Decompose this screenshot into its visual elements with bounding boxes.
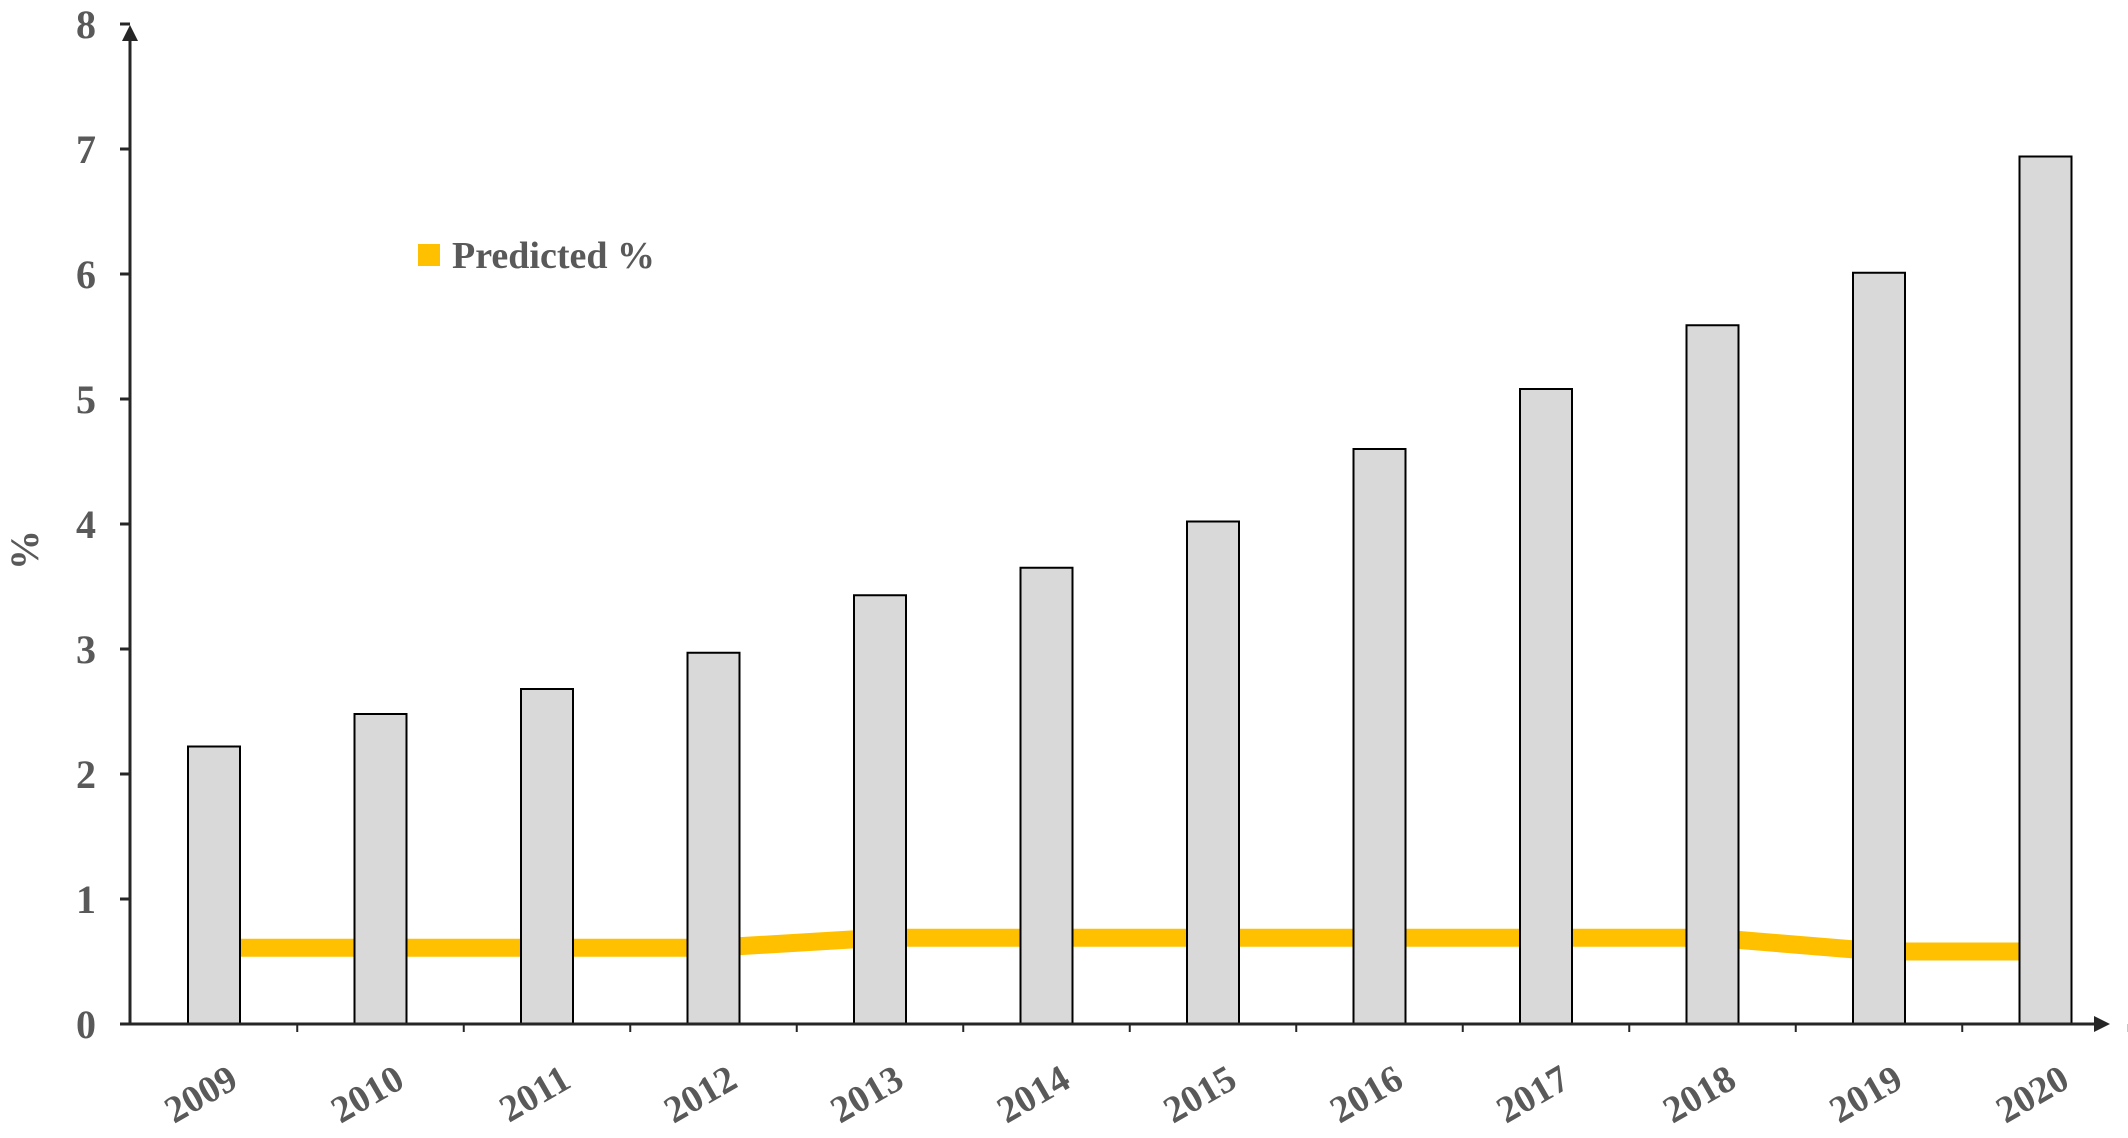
x-tick-label-2013: 2013 (824, 1057, 911, 1131)
bar-2016 (1352, 448, 1407, 1025)
legend: Predicted % (418, 235, 655, 277)
x-tick-label-2016: 2016 (1323, 1057, 1410, 1131)
y-axis-title: % (2, 530, 47, 570)
bar-2020 (2018, 155, 2073, 1025)
x-axis-arrow (2094, 1016, 2110, 1032)
legend-swatch-predicted (418, 244, 440, 266)
bar-group (187, 155, 2073, 1025)
x-tick-label-2010: 2010 (324, 1057, 411, 1131)
y-tick-label-5: 5 (76, 377, 96, 422)
bar-2012 (686, 651, 741, 1025)
predicted-line-group (188, 928, 2072, 961)
y-axis-arrow (122, 25, 138, 41)
y-tick-label-0: 0 (76, 1002, 96, 1047)
x-tick-labels: 2009 2010 2011 2012 2013 2014 2015 2016 2017 2018… (158, 1024, 2128, 1132)
bar-2011 (520, 688, 574, 1025)
x-tick-label-2009: 2009 (158, 1057, 245, 1131)
bar-2017 (1519, 388, 1573, 1025)
legend-label-predicted: Predicted % (452, 235, 655, 277)
bar-2019 (1852, 271, 1906, 1025)
bar-2015 (1186, 520, 1240, 1025)
y-tick-label-7: 7 (76, 127, 96, 172)
y-tick-labels: 0 1 2 3 4 5 6 7 8 (76, 2, 130, 1047)
bar-2018 (1685, 324, 1740, 1025)
bar-2009 (187, 745, 241, 1025)
bar-2010 (353, 713, 408, 1025)
y-tick-label-8: 8 (76, 2, 96, 47)
x-tick-label-2015: 2015 (1157, 1057, 1244, 1131)
y-tick-label-6: 6 (76, 252, 96, 297)
x-tick-label-2017: 2017 (1490, 1057, 1577, 1131)
x-tick-label-2012: 2012 (657, 1057, 744, 1131)
y-tick-label-4: 4 (76, 502, 96, 547)
bar-2013 (853, 594, 907, 1025)
x-tick-label-2018: 2018 (1656, 1057, 1743, 1131)
x-tick-label-2011: 2011 (492, 1057, 577, 1130)
x-tick-label-2020: 2020 (1989, 1057, 2076, 1131)
x-tick-label-2014: 2014 (990, 1057, 1077, 1131)
bar-2014 (1019, 566, 1074, 1025)
x-tick-label-2019: 2019 (1823, 1057, 1910, 1131)
axes (122, 25, 2110, 1032)
y-tick-label-3: 3 (76, 627, 96, 672)
y-tick-label-2: 2 (76, 752, 96, 797)
y-tick-label-1: 1 (76, 877, 96, 922)
predicted-line (188, 928, 2072, 961)
